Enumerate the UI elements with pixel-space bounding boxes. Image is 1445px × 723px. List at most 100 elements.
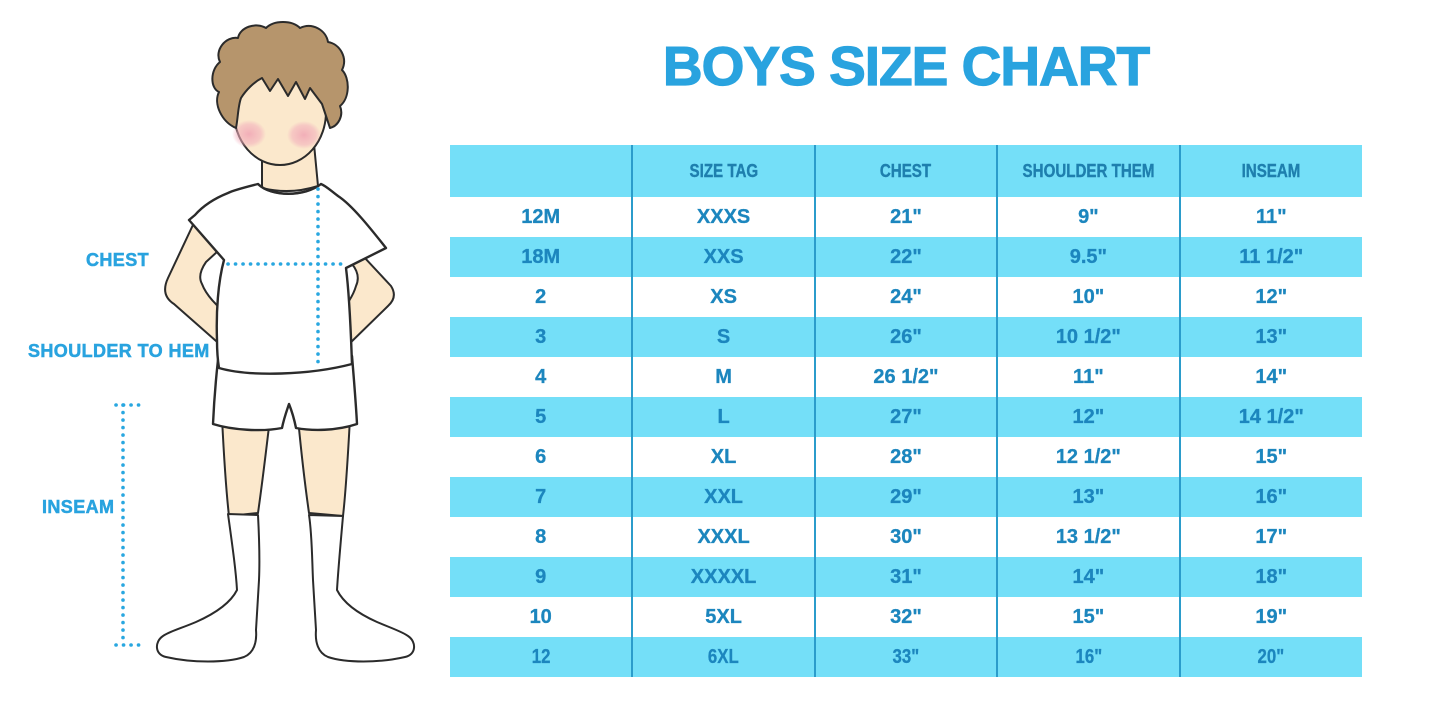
cell-value: 16" [1075, 645, 1102, 668]
cell-value: 11 1/2" [1239, 245, 1304, 268]
cell-value: 27" [890, 405, 922, 428]
table-cell: 14 1/2" [1178, 397, 1362, 437]
cell-value: 18" [1255, 565, 1288, 588]
table-cell: 9" [996, 197, 1180, 237]
cell-value: 5 [535, 405, 547, 428]
cell-value: 16" [1255, 485, 1288, 508]
cell-value: 2 [535, 285, 547, 308]
table-cell: 22" [813, 237, 998, 277]
cell-value: 13" [1255, 325, 1288, 348]
cell-value: XXL [704, 485, 744, 508]
t-shirt [187, 182, 388, 375]
column-header-size-tag: SIZE TAG [631, 145, 815, 197]
cell-value: 33" [892, 645, 920, 668]
cell-value: 21" [890, 205, 922, 228]
table-cell: 11" [996, 357, 1180, 397]
header-label: SIZE TAG [689, 160, 758, 181]
cell-value: 13" [1072, 485, 1105, 508]
table-cell: 26 1/2" [813, 357, 998, 397]
cell-value: 19" [1255, 605, 1288, 628]
size-table-header: SIZE TAG CHEST SHOULDER THEM INSEAM [450, 145, 1362, 197]
table-cell: XXL [631, 477, 815, 517]
table-cell: 19" [1178, 597, 1362, 637]
cell-value: 17" [1255, 525, 1288, 548]
table-cell: 9.5" [996, 237, 1180, 277]
size-table-body: 12M XXXS 21" 9" 11" 18M XXS 22" 9.5" 11 1/2" 2 XS 24… [450, 197, 1362, 677]
cell-value: 4 [535, 365, 547, 388]
cell-value: 22" [890, 245, 922, 268]
boy-figure-illustration [114, 21, 415, 663]
table-cell: 8 [450, 517, 632, 557]
shorts [211, 354, 359, 432]
cell-value: 12" [1072, 405, 1105, 428]
cell-value: 13 1/2" [1055, 525, 1121, 548]
cell-value: 9 [535, 565, 547, 588]
chest-label: CHEST [86, 250, 150, 271]
cell-value: XXXS [696, 205, 751, 228]
cell-value: 26" [890, 325, 922, 348]
cell-value: 24" [890, 285, 922, 308]
table-cell: 27" [813, 397, 998, 437]
cell-value: XS [710, 285, 737, 308]
table-cell: 24" [813, 277, 998, 317]
cell-value: 10 1/2" [1055, 325, 1121, 348]
table-cell: 15" [996, 597, 1180, 637]
shoulder-to-hem-label: SHOULDER TO HEM [28, 341, 210, 362]
table-cell: 18M [450, 237, 632, 277]
table-row: 12 6XL 33" 16" 20" [450, 637, 1362, 677]
table-cell: XXXXL [631, 557, 815, 597]
table-cell: 12" [996, 397, 1180, 437]
table-cell: 10" [996, 277, 1180, 317]
table-cell: 30" [813, 517, 998, 557]
cell-value: 11" [1255, 205, 1287, 228]
table-cell: 20" [1178, 637, 1362, 677]
cell-value: 32" [890, 605, 922, 628]
table-cell: 13" [1178, 317, 1362, 357]
hair [211, 21, 349, 129]
header-label: INSEAM [1241, 160, 1301, 181]
inseam-label: INSEAM [42, 497, 115, 518]
table-cell: XL [631, 437, 815, 477]
cell-value: 14" [1255, 365, 1288, 388]
table-row: 12M XXXS 21" 9" 11" [450, 197, 1362, 237]
right-blush [287, 121, 321, 149]
left-blush [232, 120, 266, 148]
table-cell: 33" [813, 637, 998, 677]
table-cell: 5XL [631, 597, 815, 637]
table-row: 5 L 27" 12" 14 1/2" [450, 397, 1362, 437]
header-label: CHEST [880, 160, 932, 181]
cell-value: 3 [535, 325, 547, 348]
right-sock [308, 514, 415, 663]
table-cell: 3 [450, 317, 632, 357]
table-cell: 12 [450, 637, 632, 677]
column-header-shoulder-them: SHOULDER THEM [996, 145, 1180, 197]
table-cell: M [631, 357, 815, 397]
cell-value: 10" [1072, 285, 1105, 308]
table-row: 4 M 26 1/2" 11" 14" [450, 357, 1362, 397]
cell-value: M [715, 365, 732, 388]
table-cell: 17" [1178, 517, 1362, 557]
table-cell: XS [631, 277, 815, 317]
table-cell: 16" [1178, 477, 1362, 517]
table-cell: XXXS [631, 197, 815, 237]
cell-value: 9" [1078, 205, 1099, 228]
table-row: 2 XS 24" 10" 12" [450, 277, 1362, 317]
column-header-inseam: INSEAM [1178, 145, 1362, 197]
table-cell: 18" [1178, 557, 1362, 597]
header-row: SIZE TAG CHEST SHOULDER THEM INSEAM [450, 145, 1362, 197]
table-row: 6 XL 28" 12 1/2" 15" [450, 437, 1362, 477]
table-cell: 26" [813, 317, 998, 357]
table-cell: 32" [813, 597, 998, 637]
table-cell: 11 1/2" [1178, 237, 1362, 277]
table-cell: 28" [813, 437, 998, 477]
cell-value: 31" [890, 565, 922, 588]
table-row: 18M XXS 22" 9.5" 11 1/2" [450, 237, 1362, 277]
cell-value: 6XL [708, 645, 739, 668]
cell-value: 15" [1072, 605, 1105, 628]
table-cell: 2 [450, 277, 632, 317]
table-cell: 14" [996, 557, 1180, 597]
cell-value: XXXXL [690, 565, 757, 588]
cell-value: 8 [535, 525, 547, 548]
cell-value: XXXL [697, 525, 750, 548]
